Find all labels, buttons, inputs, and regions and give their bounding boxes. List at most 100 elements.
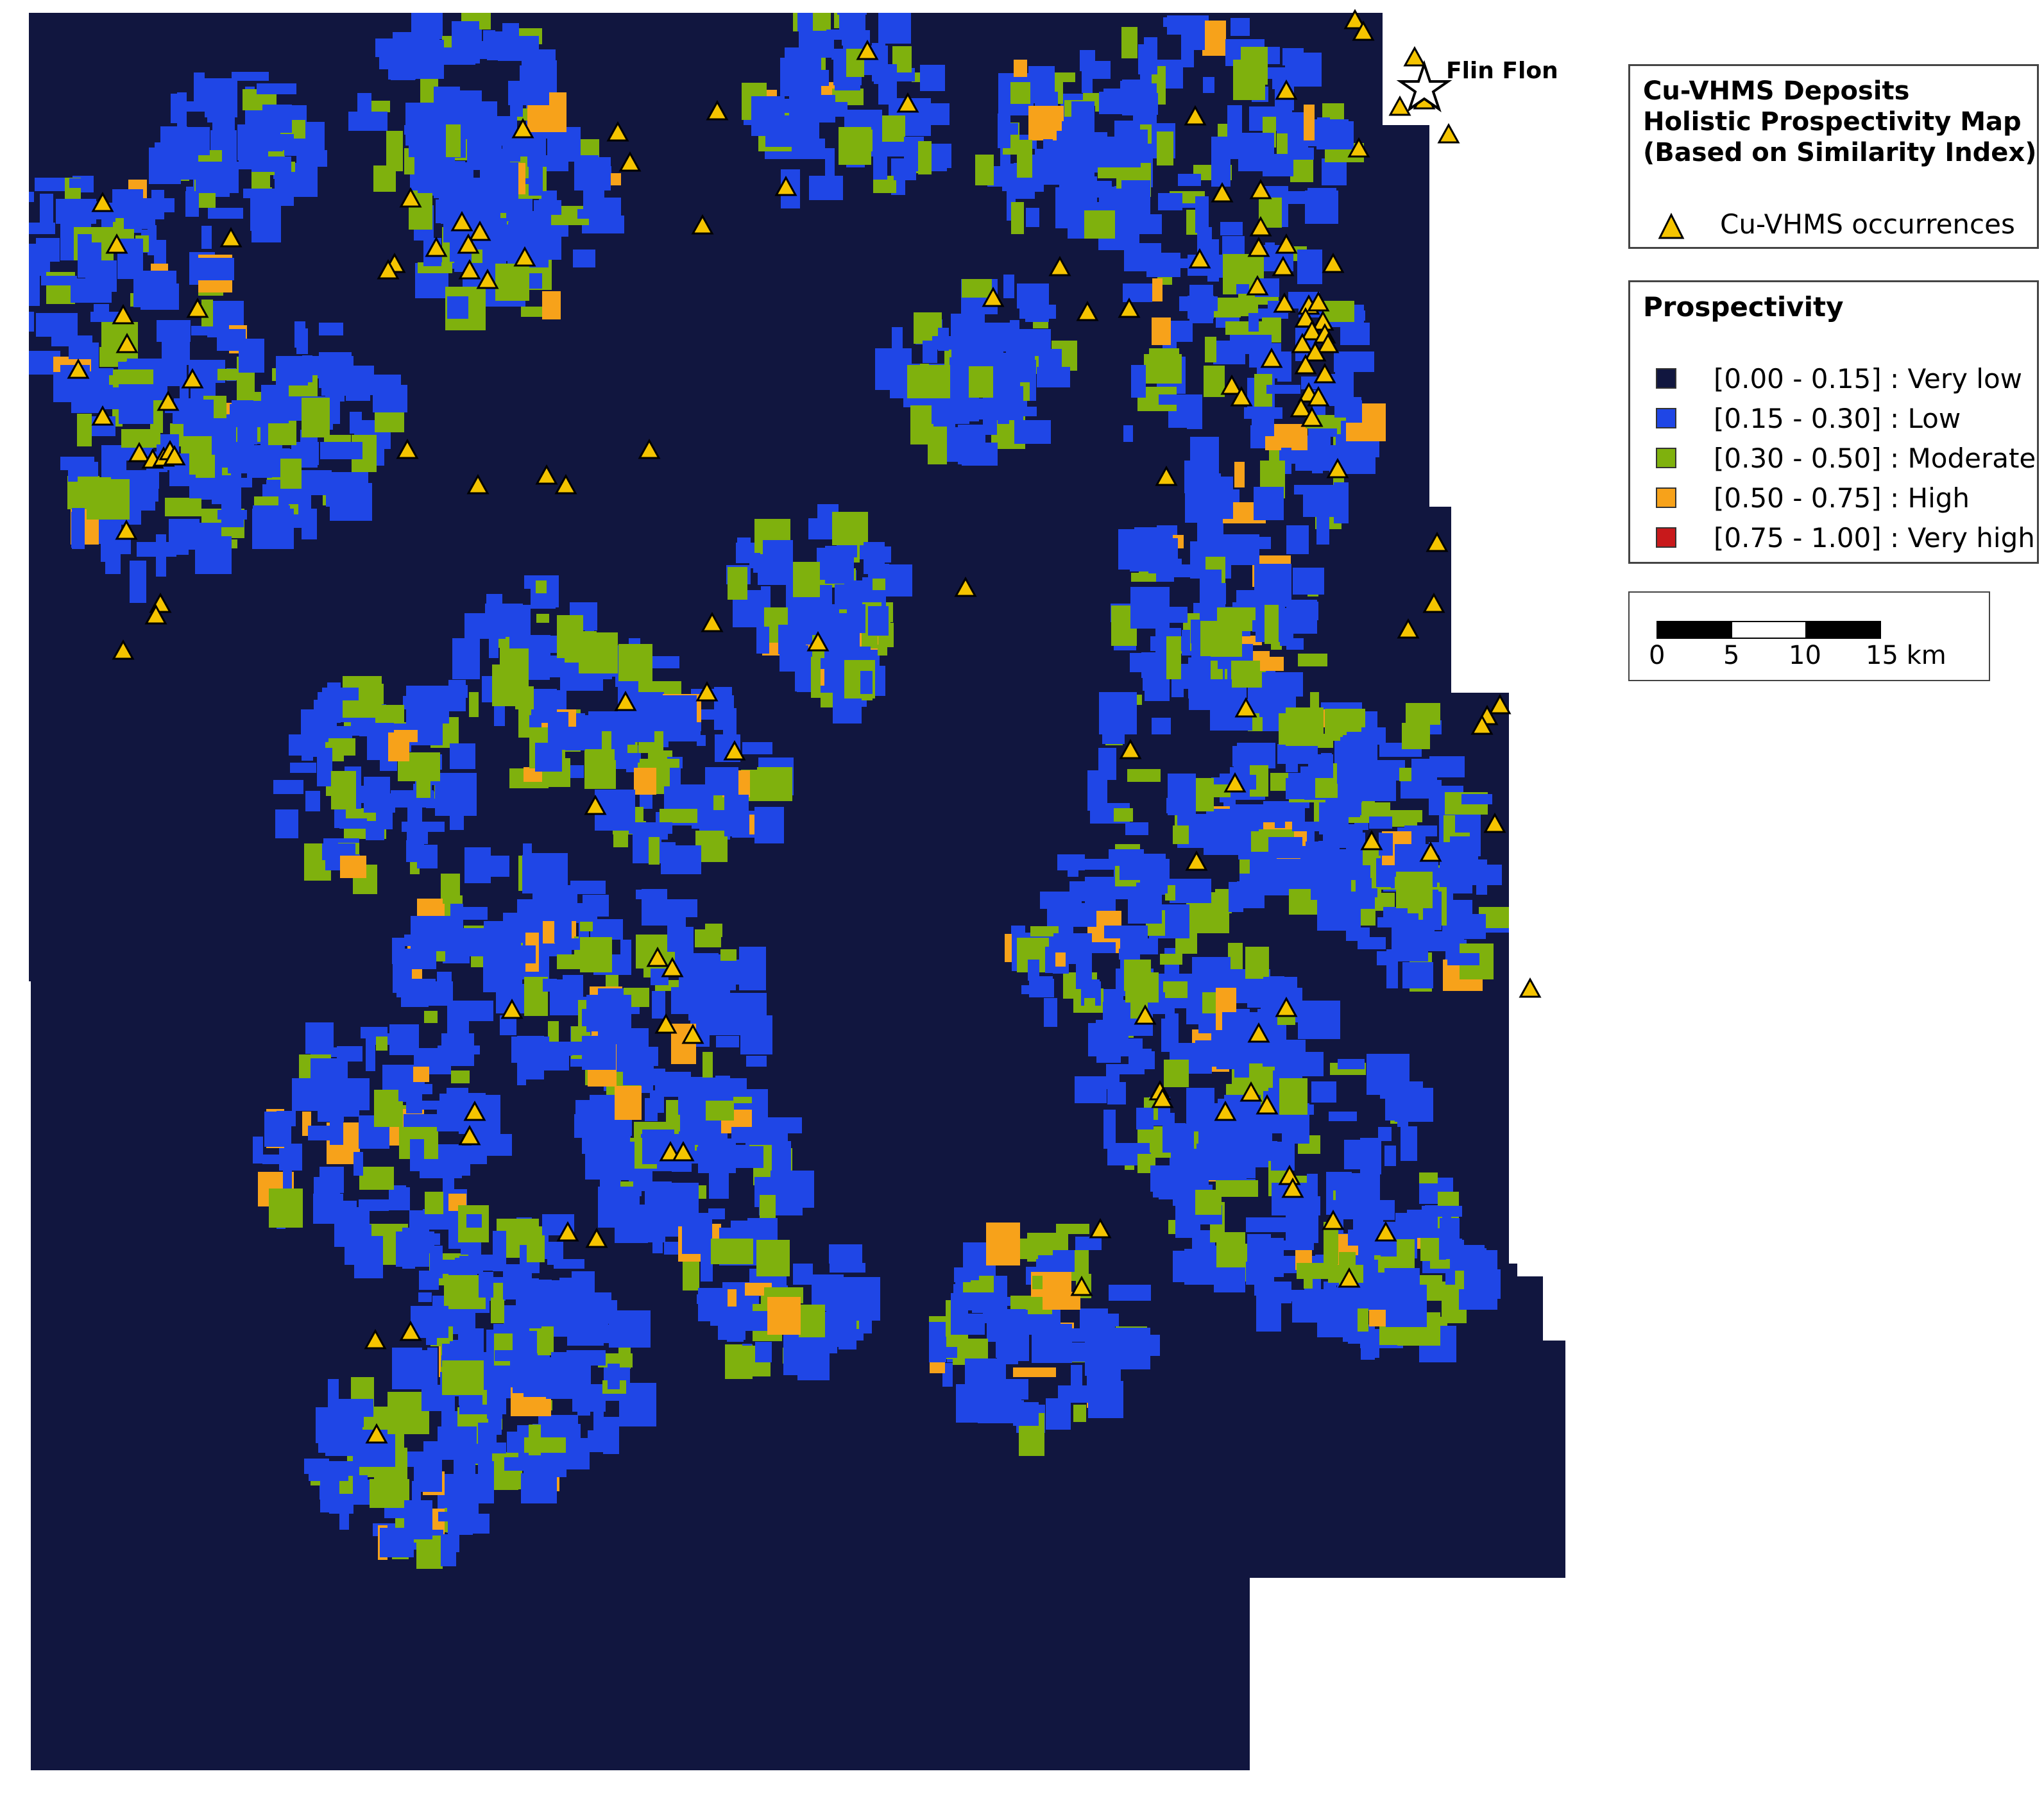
prospectivity-cell (447, 1498, 479, 1514)
occurrence-triangle-icon (1470, 714, 1494, 735)
prospectivity-cell (1157, 131, 1173, 165)
prospectivity-cell (1211, 148, 1231, 187)
prospectivity-cell (1187, 394, 1202, 429)
prospectivity-cell (1422, 1206, 1462, 1217)
prospectivity-cell (1082, 132, 1107, 157)
prospectivity-cell (504, 1457, 540, 1471)
prospectivity-cell (340, 856, 366, 878)
occurrence-triangle-icon (1275, 79, 1298, 100)
prospectivity-cell (448, 680, 466, 711)
prospectivity-cell (1348, 1230, 1374, 1246)
prospectivity-cell (485, 604, 523, 629)
map-title-line-2: Holistic Prospectivity Map (1643, 107, 2022, 137)
prospectivity-cell (1104, 926, 1148, 938)
prospectivity-cell (1271, 1142, 1295, 1171)
prospectivity-cell (1229, 882, 1243, 912)
prospectivity-cell (986, 1223, 1020, 1265)
prospectivity-cell (1186, 210, 1197, 235)
prospectivity-cell (257, 83, 296, 94)
prospectivity-cell (71, 278, 112, 303)
occurrence-triangle-icon (1089, 1217, 1112, 1239)
prospectivity-cell (954, 1267, 971, 1282)
prospectivity-cell (848, 589, 865, 599)
prospectivity-cell (468, 1255, 499, 1271)
occurrence-triangle-icon (377, 258, 400, 280)
prospectivity-cell (1052, 158, 1066, 178)
occurrence-triangle-icon (1272, 255, 1295, 276)
prospectivity-cell (1303, 489, 1338, 517)
prospectivity-cell (56, 199, 96, 224)
prospectivity-cell (728, 1289, 737, 1307)
prospectivity-cell (1232, 746, 1246, 766)
prospectivity-cell (1044, 998, 1057, 1027)
triangle-icon (1658, 212, 1685, 239)
prospectivity-cell (1336, 904, 1347, 925)
prospectivity-cell (672, 1077, 703, 1088)
prospectivity-cell (439, 1094, 449, 1119)
prospectivity-cell (1136, 1108, 1154, 1130)
prospectivity-cell (920, 65, 945, 91)
occurrence-triangle-icon (91, 191, 114, 212)
occurrence-triangle-icon (396, 438, 419, 459)
prospectivity-cell (1121, 1335, 1160, 1356)
prospectivity-cell (756, 627, 769, 654)
prospectivity-cell (364, 777, 390, 795)
prospectivity-cell (348, 112, 388, 131)
prospectivity-cell (447, 1006, 469, 1044)
prospectivity-cell (1272, 71, 1281, 89)
prospectivity-cell (705, 767, 738, 795)
prospectivity-cell (251, 142, 283, 151)
prospectivity-cell (452, 638, 480, 679)
prospectivity-cell (1032, 1276, 1043, 1289)
prospectivity-cell (697, 1147, 724, 1162)
scale-label: 0 (1649, 641, 1665, 670)
occurrence-triangle-icon (1256, 1094, 1279, 1115)
prospectivity-cell (369, 101, 390, 112)
prospectivity-cell (1046, 1398, 1071, 1430)
prospectivity-cell (1252, 620, 1263, 632)
prospectivity-cell (375, 38, 394, 57)
occurrence-triangle-icon (450, 210, 473, 232)
prospectivity-cell (1207, 784, 1231, 797)
prospectivity-cell (695, 929, 721, 947)
prospectivity-cell (392, 1348, 422, 1389)
prospectivity-cell (447, 1535, 459, 1552)
occurrence-triangle-icon (1294, 307, 1317, 328)
prospectivity-cell (1286, 525, 1309, 554)
occurrence-triangle-icon (112, 303, 135, 325)
prospectivity-cell (697, 735, 706, 746)
prospectivity-cell (273, 780, 303, 794)
prospectivity-cell (1304, 105, 1315, 140)
prospectivity-cell (731, 1146, 763, 1168)
prospectivity-cell (1254, 487, 1284, 520)
prospectivity-cell (212, 118, 224, 131)
occurrence-triangle-icon (1403, 46, 1426, 67)
prospectivity-cell (1203, 77, 1214, 93)
occurrence-triangle-icon (646, 946, 669, 967)
prospectivity-cell (962, 279, 992, 298)
prospectivity-cell (1324, 1282, 1336, 1319)
prospectivity-cell (1329, 1112, 1357, 1121)
prospectivity-cell (1166, 636, 1181, 679)
prospectivity-cell (1202, 21, 1226, 56)
prospectivity-cell (615, 1086, 642, 1120)
prospectivity-cell (783, 1332, 810, 1375)
prospectivity-cell (94, 304, 109, 317)
prospectivity-cell (1324, 1229, 1336, 1270)
prospectivity-cell (521, 1473, 557, 1503)
prospectivity-cell (996, 386, 1023, 420)
prospectivity-cell (720, 949, 737, 961)
prospectivity-cell (280, 459, 302, 489)
prospectivity-cell (930, 1347, 957, 1358)
prospectivity-cell (724, 965, 756, 977)
occurrence-triangle-icon (1360, 829, 1383, 850)
occurrence-triangle-icon (584, 794, 607, 815)
occurrence-triangle-icon (1249, 216, 1272, 237)
prospectivity-cell (1275, 808, 1285, 828)
prospectivity-cell (755, 1342, 772, 1362)
prospectivity-cell (72, 508, 85, 549)
occurrence-triangle-icon (982, 286, 1005, 307)
prospectivity-cell (1028, 960, 1039, 981)
prospectivity-cell (350, 412, 362, 434)
prospectivity-cell (275, 809, 298, 838)
